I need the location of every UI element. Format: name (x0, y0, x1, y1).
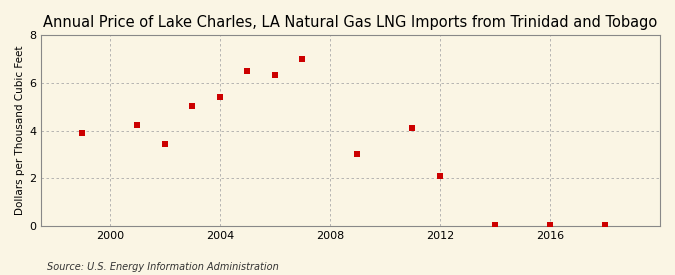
Title: Annual Price of Lake Charles, LA Natural Gas LNG Imports from Trinidad and Tobag: Annual Price of Lake Charles, LA Natural… (43, 15, 657, 30)
Point (352, 152, 363, 156)
Point (159, 142, 170, 147)
Text: Source: U.S. Energy Information Administration: Source: U.S. Energy Information Administ… (47, 262, 279, 272)
Point (132, 123, 143, 128)
Point (242, 68, 253, 73)
Point (297, 56, 308, 61)
Point (269, 73, 280, 78)
Point (215, 95, 225, 99)
Point (187, 104, 198, 109)
Point (435, 174, 446, 178)
Point (77, 130, 88, 135)
Point (489, 223, 500, 228)
Point (599, 223, 610, 228)
Y-axis label: Dollars per Thousand Cubic Feet: Dollars per Thousand Cubic Feet (15, 46, 25, 215)
Point (407, 126, 418, 130)
Point (545, 223, 556, 228)
